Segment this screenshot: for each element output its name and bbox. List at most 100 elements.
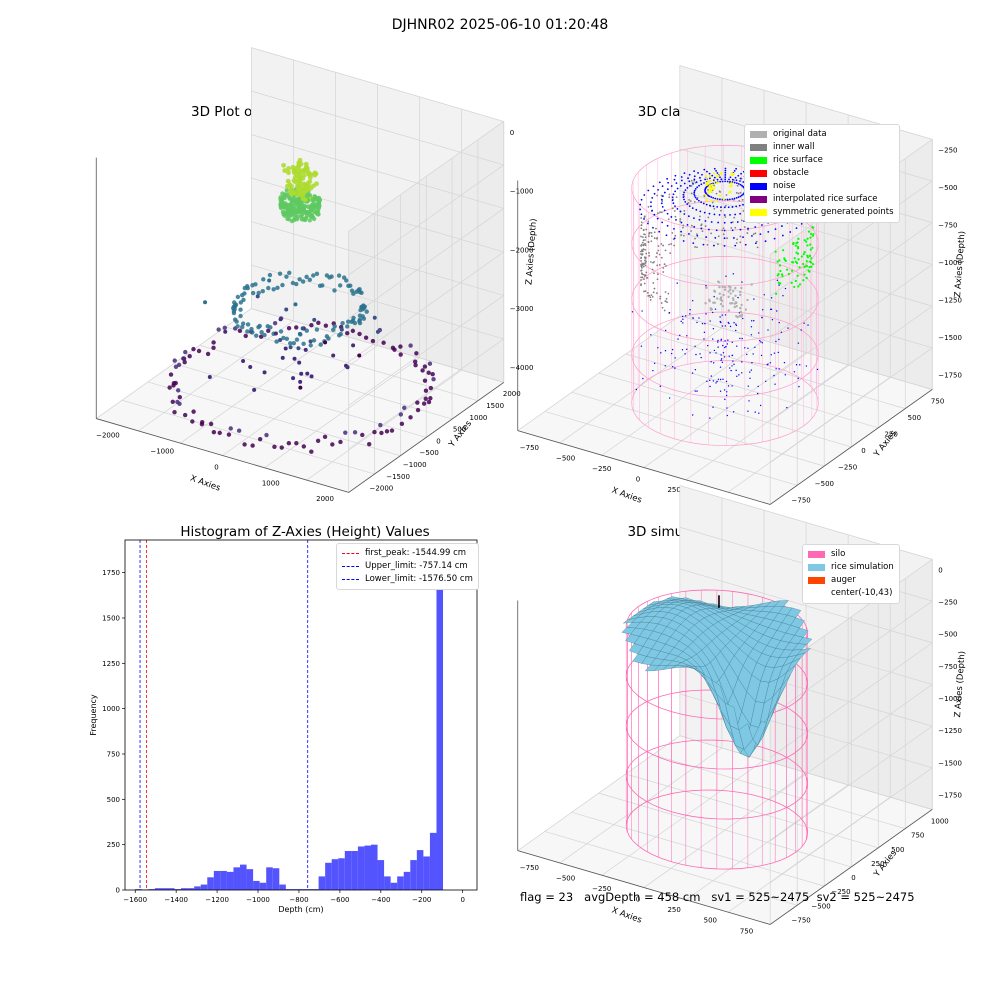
inner-wall-point [650,240,653,243]
inner-wall-point [658,253,661,256]
inner-wall-point [666,301,669,304]
symmetric-point [730,182,733,185]
scatter-point [284,307,289,312]
original-point [729,302,732,305]
noise-point [716,178,719,181]
noise-point [670,216,673,218]
inner-wall-point [642,248,645,251]
scatter-point [379,430,384,436]
symmetric-point [710,186,713,189]
noise-point [722,344,724,347]
noise-point [715,169,717,172]
original-point [713,290,717,293]
noise-point [748,400,750,402]
scatter-point [175,388,181,393]
original-point [750,283,753,286]
symmetric-point [712,187,715,191]
noise-point [680,230,682,233]
scatter-point [268,325,273,330]
scatter-point [372,315,377,320]
noise-point [797,342,800,344]
noise-point [661,195,664,197]
scatter-point [304,328,309,333]
noise-point [723,221,726,224]
scatter-point [272,444,277,450]
scatter-point [398,344,403,349]
scatter-point [305,204,311,210]
noise-point [698,317,700,319]
scatter-point [216,327,221,332]
rice-surface-point [791,261,794,264]
z-tick-label: −4000 [510,364,534,372]
noise-point [757,385,759,388]
scatter-point [295,214,300,220]
scatter-point [294,192,299,197]
noise-point [736,375,738,377]
noise-point [722,378,724,380]
scatter-point [301,181,307,187]
rice-surface-point [805,260,808,263]
rice-surface-point [807,230,810,233]
legend-lower-limit: Lower_limit: -1576.50 cm [342,573,473,586]
grid-line [652,334,906,409]
noise-point [691,372,694,374]
inner-wall-point [644,257,647,260]
y-tick-label: 250 [884,430,897,438]
scatter-point [363,335,369,340]
noise-point [803,322,805,324]
inner-wall-point [655,256,658,258]
noise-point [688,180,691,183]
noise-point [805,365,808,367]
rice-surface-point [810,257,813,260]
histogram-bar [259,882,267,890]
x-tick-label: 250 [667,906,680,914]
noise-point [709,204,711,207]
scatter-point [297,175,302,181]
rice-surface-cell [774,600,789,607]
scatter-point [301,444,307,449]
inner-wall-point [669,252,672,255]
scatter-point [426,399,432,405]
inner-wall-point [736,184,739,187]
noise-point [698,184,700,187]
original-point [715,297,719,300]
scatter-point [357,353,362,358]
scatter-point [402,405,407,411]
inner-wall-point [640,221,643,224]
inner-wall-point [661,306,664,309]
noise-point [686,348,688,351]
scatter-point [345,324,350,329]
noise-point [684,353,686,355]
noise-point [719,316,721,318]
noise-point [694,390,696,392]
noise-point [738,374,740,376]
scatter-point [308,339,313,344]
noise-point [694,345,696,347]
x-tick-label: −1000 [150,448,174,456]
legend-obstacle: obstacle [750,167,894,180]
figure-title: DJHNR02 2025-06-10 01:20:48 [391,17,609,33]
scatter-point [191,409,196,414]
inner-wall-point [671,231,674,234]
plot-area [125,540,477,890]
noise-point [701,173,703,176]
inner-wall-point [642,273,645,276]
noise-point [673,228,675,230]
inner-wall-point [662,271,665,273]
noise-point [682,240,685,242]
original-point [739,306,742,310]
noise-point [711,174,714,177]
symmetric-point [718,194,722,197]
noise-point [643,218,645,220]
y-axis-label: Y Axies [447,419,475,451]
noise-point [705,313,707,315]
scatter-point [399,421,405,427]
scatter-point [301,217,307,222]
scatter-point [286,170,291,176]
noise-point [694,368,697,371]
y-tick-label: 1500 [486,402,504,410]
scatter-point [282,168,288,173]
inner-wall-point [659,295,662,298]
original-point [733,302,736,305]
noise-point [731,341,733,344]
